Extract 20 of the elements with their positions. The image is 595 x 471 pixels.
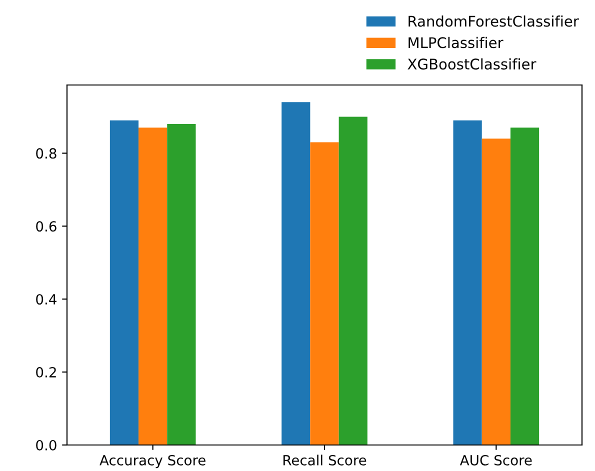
- bar: [110, 120, 139, 445]
- bar: [282, 102, 310, 445]
- bar: [510, 128, 540, 445]
- bar: [338, 116, 368, 445]
- bar: [138, 128, 168, 445]
- y-tick-label: 0.4: [36, 294, 56, 305]
- x-tick-label: Recall Score: [283, 454, 366, 466]
- x-tick-label: Accuracy Score: [100, 454, 206, 468]
- y-tick-label: 0.0: [36, 440, 56, 450]
- bar: [310, 142, 339, 445]
- legend-label: MLPClassifier: [408, 36, 504, 48]
- bar: [167, 124, 196, 445]
- legend-label: XGBoostClassifier: [408, 58, 536, 70]
- bar: [482, 138, 510, 445]
- y-tick-label: 0.6: [36, 221, 56, 232]
- legend-label: RandomForestClassifier: [408, 15, 579, 27]
- y-tick-label: 0.8: [36, 148, 56, 159]
- y-tick-label: 0.2: [36, 367, 56, 378]
- x-tick-label: AUC Score: [460, 454, 532, 466]
- bar: [453, 120, 482, 445]
